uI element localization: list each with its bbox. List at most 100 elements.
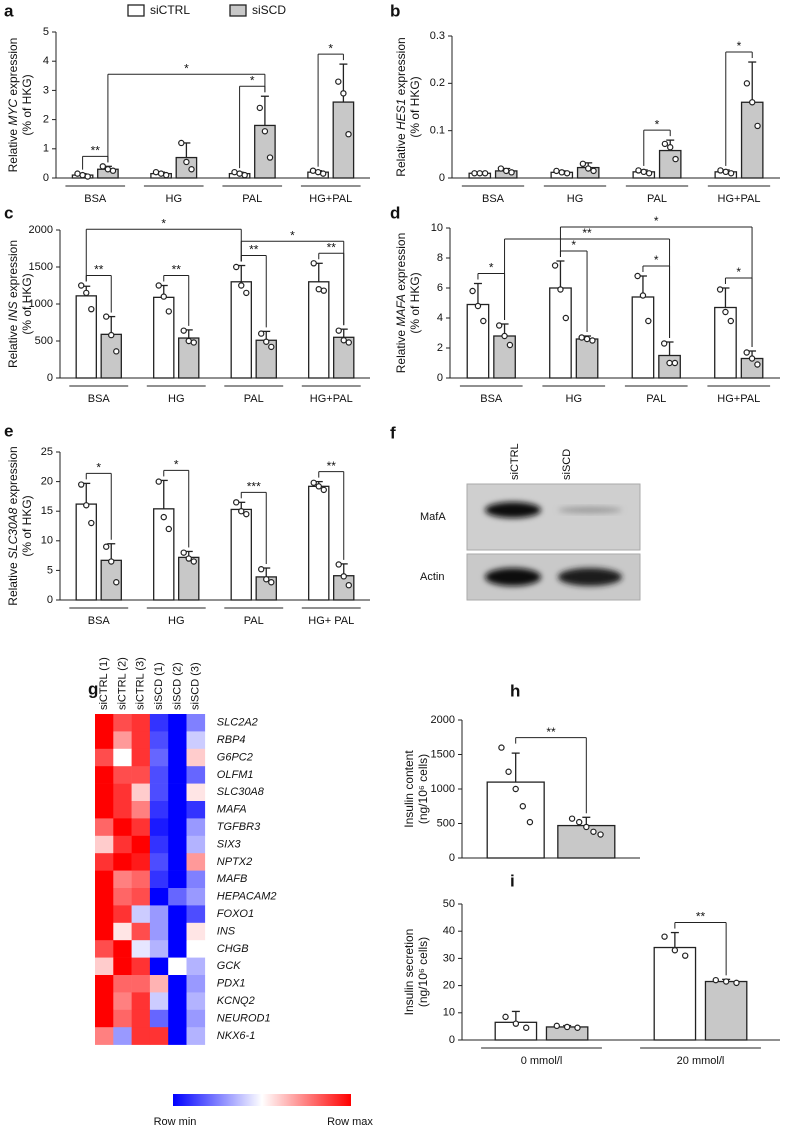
y-tick-label: 25 xyxy=(41,446,53,458)
x-tick-label: PAL xyxy=(646,393,666,405)
y-axis-label-part: expression xyxy=(6,240,20,301)
heatmap-cell xyxy=(168,714,187,732)
data-point xyxy=(165,525,172,533)
data-point xyxy=(640,168,647,176)
data-point xyxy=(103,313,110,320)
heatmap-cell xyxy=(95,905,114,924)
heatmap-cell xyxy=(186,783,206,802)
heatmap-cell xyxy=(113,818,132,837)
data-point xyxy=(671,359,679,367)
significance-bracket xyxy=(240,491,267,565)
heatmap-cell xyxy=(95,957,114,976)
heatmap-cell xyxy=(186,818,206,837)
y-axis-label: (% of HKG) xyxy=(20,74,34,135)
y-axis-label-part: Relative xyxy=(6,559,20,606)
heatmap-cell xyxy=(113,1009,132,1028)
heatmap-cell xyxy=(95,853,114,871)
data-point xyxy=(480,317,487,325)
x-tick-label: HG xyxy=(567,193,584,205)
data-point xyxy=(743,349,750,356)
heatmap-cell xyxy=(95,748,114,767)
data-point xyxy=(590,167,597,175)
row-label: SLC30A8 xyxy=(217,786,265,798)
heatmap-cell xyxy=(149,922,169,941)
heatmap-cell xyxy=(168,992,187,1011)
heatmap-cell xyxy=(186,888,206,906)
data-point xyxy=(497,165,505,172)
data-point xyxy=(314,168,322,176)
lane-label: siSCD xyxy=(561,449,573,480)
y-axis-label-part: Relative xyxy=(6,321,20,368)
data-point xyxy=(190,339,197,346)
error-bar xyxy=(511,752,520,783)
heatmap-cell xyxy=(113,992,132,1011)
significance-label: ** xyxy=(172,263,182,277)
heatmap-cell xyxy=(131,818,151,837)
heatmap-cell xyxy=(149,731,169,750)
significance-label: * xyxy=(161,216,166,230)
heatmap-cell xyxy=(113,975,132,993)
y-tick-label: 6 xyxy=(437,282,443,294)
data-point xyxy=(562,314,570,322)
heatmap-cell xyxy=(131,766,151,784)
heatmap-cell xyxy=(95,731,114,750)
error-bar xyxy=(107,315,116,335)
y-tick-label: 2000 xyxy=(431,714,455,726)
heatmap-cell xyxy=(168,748,187,767)
heatmap-cell xyxy=(95,818,114,837)
y-tick-label: 0 xyxy=(439,172,445,184)
x-tick-label: HG xyxy=(168,615,185,627)
y-axis-label-part: expression xyxy=(394,37,408,98)
y-axis-label: Relative SLC30A8 expression xyxy=(6,446,20,605)
data-point xyxy=(320,287,327,294)
heatmap-cell xyxy=(186,835,206,854)
data-point xyxy=(243,510,250,518)
bar xyxy=(575,338,599,379)
data-point xyxy=(310,260,317,267)
data-point xyxy=(160,293,167,300)
significance-label: ** xyxy=(327,240,337,254)
significance-label: * xyxy=(184,61,189,75)
y-tick-label: 0 xyxy=(449,852,455,864)
heatmap-cell xyxy=(168,801,187,819)
data-point xyxy=(233,263,240,271)
y-tick-label: 0.2 xyxy=(430,77,445,89)
data-point xyxy=(551,262,559,269)
significance-label: * xyxy=(571,238,576,252)
y-axis-label: Relative MAFA expression xyxy=(394,233,408,374)
heatmap-cell xyxy=(95,714,114,732)
y-axis-label: Insulin content xyxy=(402,750,416,828)
colorbar xyxy=(173,1094,351,1106)
data-point xyxy=(526,818,534,826)
data-point xyxy=(727,317,735,325)
data-point xyxy=(574,1024,581,1031)
heatmap-cell xyxy=(149,975,169,993)
row-label: GCK xyxy=(217,960,242,972)
y-tick-label: 0.1 xyxy=(430,125,445,137)
bar xyxy=(75,503,97,601)
data-point xyxy=(502,1013,509,1021)
y-tick-label: 0 xyxy=(43,172,49,184)
data-point xyxy=(88,305,95,313)
significance-label: * xyxy=(737,39,742,53)
data-point xyxy=(88,519,95,527)
data-point xyxy=(754,361,761,368)
data-point xyxy=(558,169,565,176)
data-point xyxy=(666,359,673,367)
data-point xyxy=(83,502,90,509)
row-label: INS xyxy=(217,925,236,937)
data-point xyxy=(563,1023,571,1031)
column-label: siCTRL (3) xyxy=(135,657,147,710)
heatmap-cell xyxy=(113,714,132,732)
heatmap-cell xyxy=(149,766,169,784)
data-point xyxy=(315,483,322,490)
y-tick-label: 20 xyxy=(41,476,53,488)
y-axis-label: Relative HES1 expression xyxy=(394,37,408,176)
x-tick-label: HG xyxy=(168,393,185,405)
error-bar xyxy=(107,543,116,561)
panel-letter: c xyxy=(4,203,13,222)
bar xyxy=(658,149,682,179)
data-point xyxy=(310,479,317,486)
significance-label: ** xyxy=(327,459,337,473)
panel-letter: f xyxy=(390,423,396,442)
